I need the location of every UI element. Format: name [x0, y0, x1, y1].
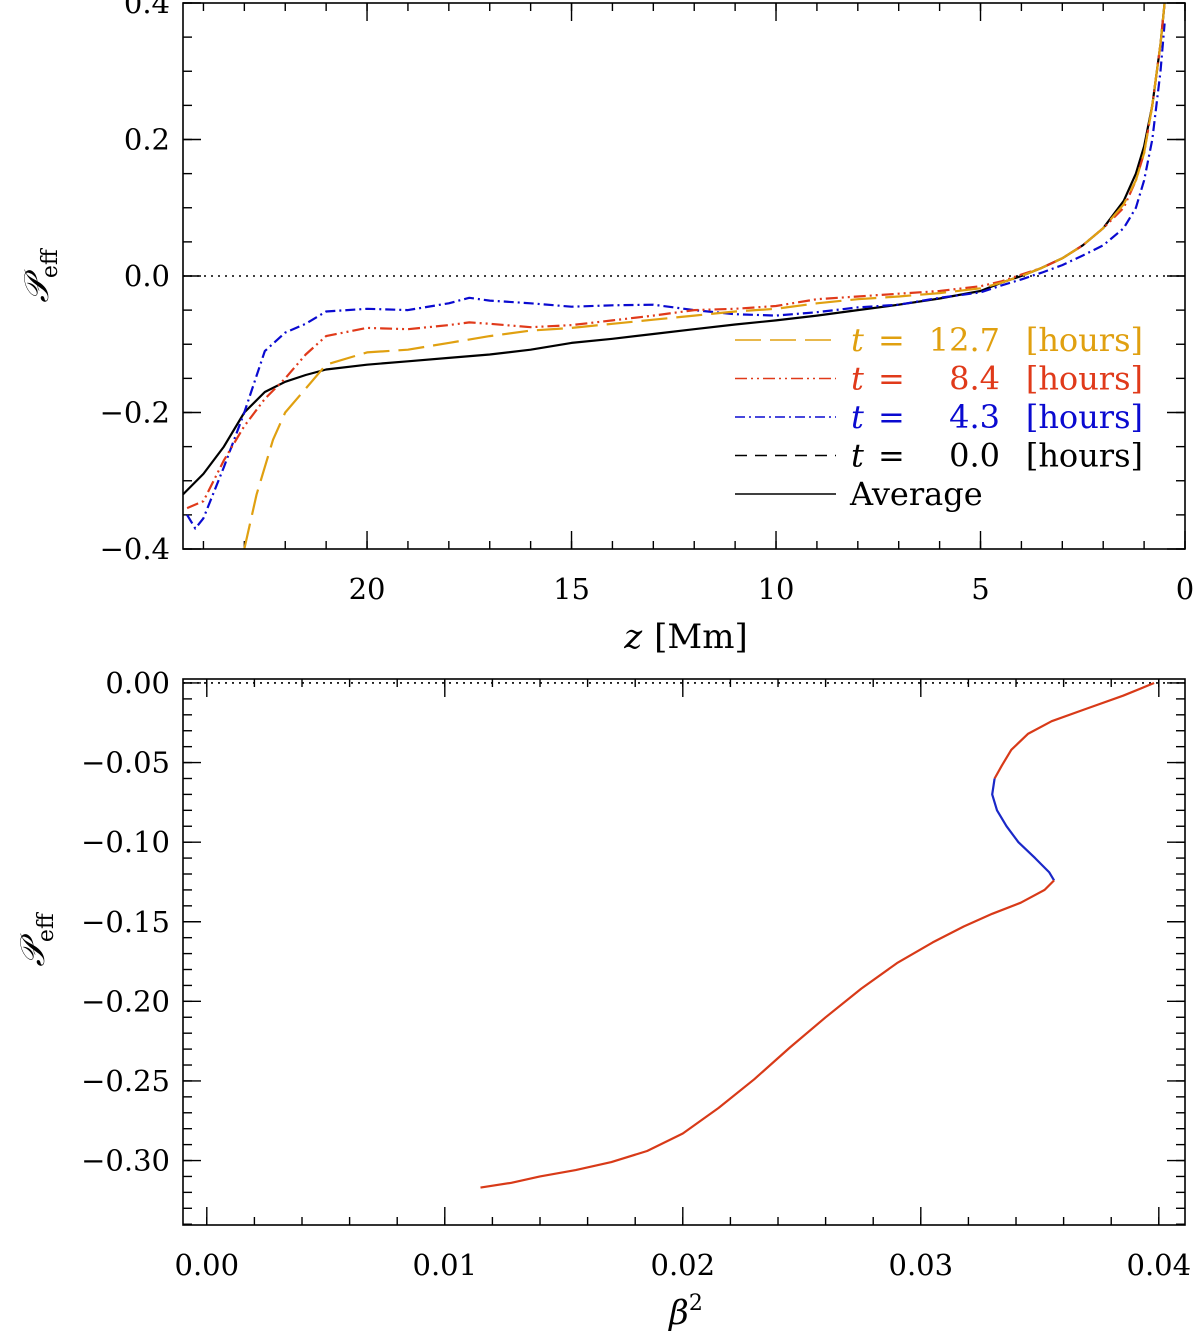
legend-equals: = — [878, 321, 905, 359]
bottom-x-axis-label: β2 — [667, 1291, 703, 1332]
top-y-tick-label: 0.4 — [124, 0, 170, 20]
legend-unit: [hours] — [1026, 398, 1143, 436]
legend-value: 8.4 — [949, 360, 1000, 398]
top-series-line — [243, 3, 1166, 549]
bottom-x-tick-label: 0.01 — [413, 1248, 478, 1282]
bottom-plot-frame — [182, 678, 1186, 1226]
top-series-line — [186, 3, 1166, 510]
legend-var: t — [851, 437, 864, 475]
bottom-series-line — [993, 681, 1155, 780]
bottom-y-tick-label: −0.30 — [81, 1144, 170, 1178]
top-y-axis-label: 𝒫eff — [17, 248, 63, 303]
legend-label: Average — [849, 475, 983, 513]
bottom-ticks: 0.00 0.01 0.02 0.03 0.04 0.00 −0.05 −0.10 −0.15 −… — [81, 666, 1191, 1282]
top-y-tick-label: 0.2 — [124, 123, 170, 157]
legend-unit: [hours] — [1026, 360, 1143, 398]
bottom-series-line — [991, 778, 1056, 881]
legend-var: t — [851, 360, 864, 398]
legend-unit: [hours] — [1026, 437, 1143, 475]
bottom-x-tick-label: 0.03 — [889, 1248, 954, 1282]
legend-var: t — [851, 321, 864, 359]
bottom-chart: 0.00 0.01 0.02 0.03 0.04 0.00 −0.05 −0.10 −0.15 −… — [13, 666, 1191, 1332]
top-legend: t = 12.7 [hours] t = 8.4 [hours] t = 4.3 [hours] t = 0… — [735, 321, 1143, 513]
bottom-y-tick-label: −0.25 — [81, 1064, 170, 1098]
legend-value: 4.3 — [949, 398, 1000, 436]
legend-unit: [hours] — [1026, 321, 1143, 359]
top-chart: 20 15 10 5 0−0.4−0.20.00.20.4 t = 12.7 [hours]t… — [17, 0, 1194, 657]
legend-equals: = — [878, 437, 905, 475]
top-ticks: 20 15 10 5 0 −0.4 −0.2 0.0 0.2 0.4 — [100, 0, 1195, 606]
top-series — [183, 3, 1166, 549]
bottom-y-tick-label: −0.10 — [81, 825, 170, 859]
bottom-x-tick-label: 0.00 — [175, 1248, 240, 1282]
bottom-x-tick-label: 0.04 — [1127, 1248, 1192, 1282]
top-x-tick-label: 10 — [758, 572, 795, 606]
legend-value: 12.7 — [929, 321, 1000, 359]
bottom-y-tick-label: −0.20 — [81, 984, 170, 1018]
bottom-series — [480, 681, 1155, 1189]
top-y-tick-label: −0.2 — [100, 396, 170, 430]
top-x-tick-label: 0 — [1176, 572, 1194, 606]
bottom-y-tick-label: 0.00 — [105, 666, 170, 700]
legend-equals: = — [878, 360, 905, 398]
legend-var: t — [851, 398, 864, 436]
top-x-tick-label: 5 — [971, 572, 989, 606]
bottom-y-tick-label: −0.15 — [81, 905, 170, 939]
bottom-x-tick-label: 0.02 — [651, 1248, 716, 1282]
top-y-tick-label: 0.0 — [124, 259, 170, 293]
top-plot-frame — [182, 2, 1186, 550]
bottom-series-line — [480, 879, 1055, 1189]
top-x-axis-label: z [Mm] — [623, 617, 748, 657]
legend-equals: = — [878, 398, 905, 436]
top-x-tick-label: 15 — [553, 572, 590, 606]
top-series-line — [186, 23, 1166, 530]
top-y-tick-label: −0.4 — [100, 532, 170, 566]
top-x-tick-label: 20 — [349, 572, 386, 606]
top-series-line — [183, 3, 1166, 496]
bottom-y-tick-label: −0.05 — [81, 746, 170, 780]
legend-value: 0.0 — [949, 437, 1000, 475]
bottom-y-axis-label: 𝒫eff — [13, 912, 59, 967]
